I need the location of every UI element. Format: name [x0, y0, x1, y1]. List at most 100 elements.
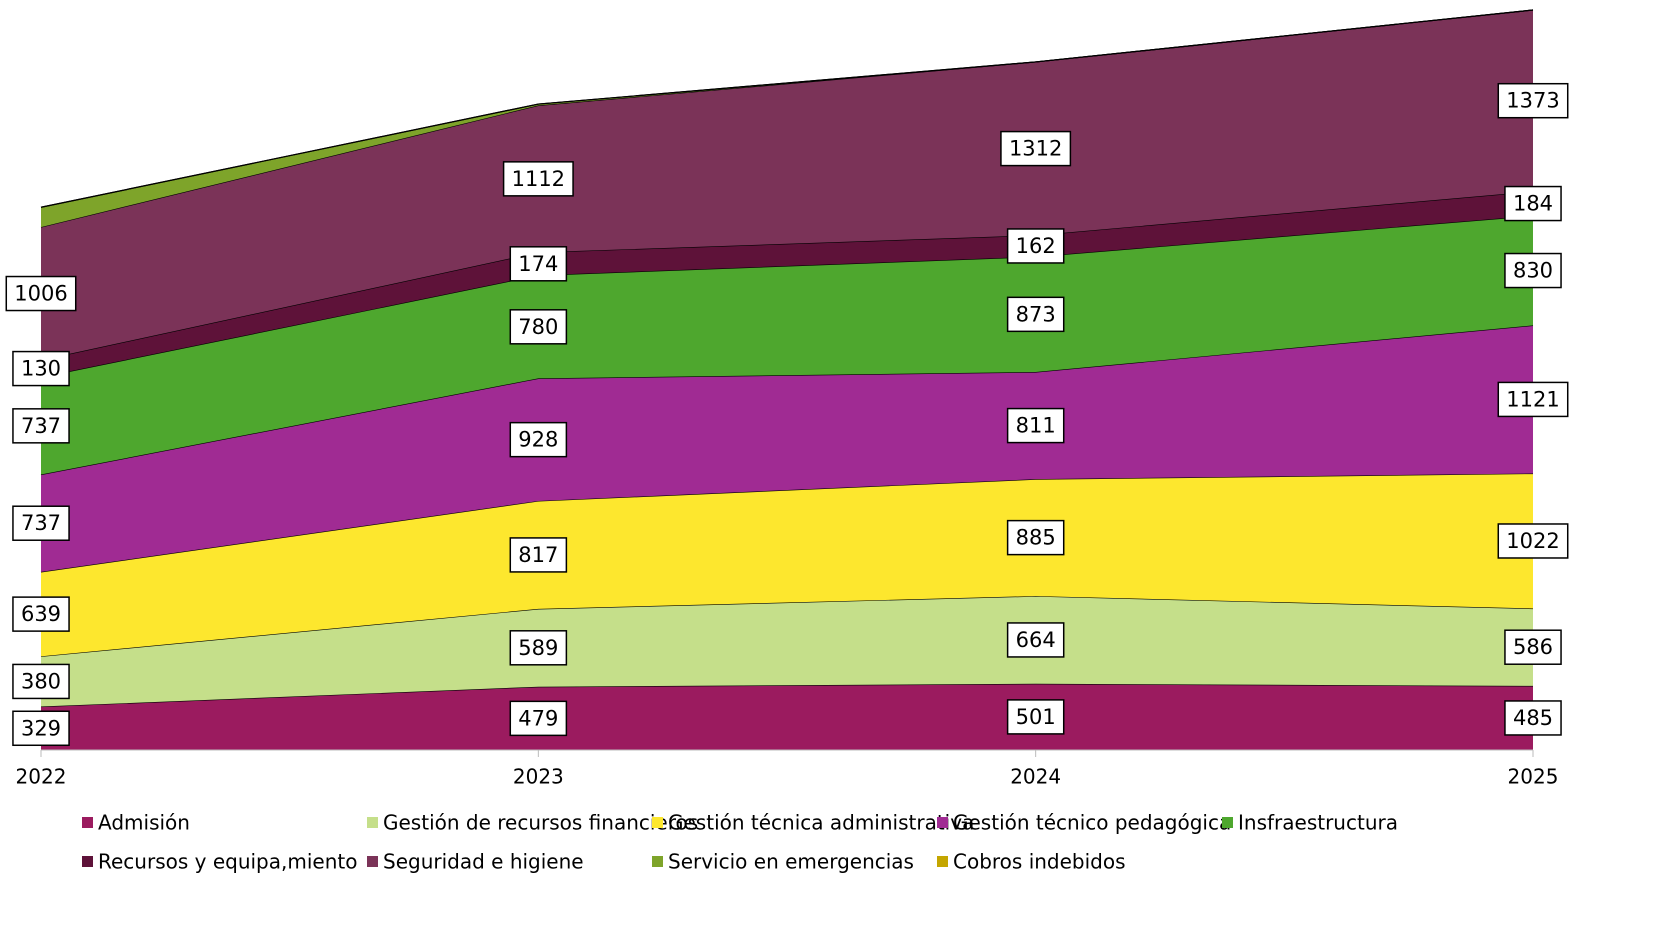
data-label: 1312 [1000, 130, 1072, 167]
data-label-text: 811 [1016, 414, 1056, 438]
data-label-text: 737 [21, 414, 61, 438]
data-label-box [1497, 381, 1569, 418]
data-label-text: 639 [21, 602, 61, 626]
data-label-box [1497, 523, 1569, 559]
x-tick-label: 2025 [1508, 765, 1559, 789]
legend-swatch [1222, 817, 1233, 828]
data-label-box [502, 161, 574, 197]
x-tick-label: 2023 [513, 765, 564, 789]
data-label: 664 [1006, 622, 1065, 658]
data-label-text: 380 [21, 669, 61, 693]
data-label-text: 1312 [1009, 137, 1062, 161]
area-edge [40, 324, 1534, 476]
legend-label: Servicio en emergencias [668, 850, 914, 874]
data-label-box [509, 630, 568, 666]
data-label: 1006 [5, 275, 77, 312]
data-label: 780 [509, 309, 568, 345]
data-label-text: 664 [1016, 628, 1056, 652]
data-label: 184 [1504, 185, 1562, 222]
legend-label: Insfraestructura [1238, 811, 1398, 835]
data-label-box [1006, 296, 1065, 333]
data-label: 479 [509, 700, 568, 737]
data-label: 589 [509, 630, 568, 666]
data-label-box [509, 421, 568, 458]
area [41, 191, 1533, 378]
data-label-text: 885 [1016, 526, 1056, 550]
data-label-box [1006, 228, 1065, 264]
legend-label: Gestión técnica administrativa [668, 811, 974, 835]
data-label-text: 1373 [1506, 89, 1559, 113]
data-label-text: 1022 [1506, 529, 1559, 553]
area-edge [40, 190, 1534, 361]
data-label-text: 928 [518, 428, 558, 452]
data-label-box [1497, 82, 1569, 119]
data-label-box [509, 246, 568, 282]
data-label: 501 [1006, 699, 1065, 735]
legend-label: Gestión de recursos financieros [383, 811, 698, 835]
data-label-text: 780 [518, 315, 558, 339]
data-label-text: 162 [1016, 234, 1056, 258]
data-label: 1022 [1497, 523, 1569, 559]
data-label-text: 830 [1513, 259, 1553, 283]
data-label: 885 [1006, 519, 1065, 556]
x-tick-label: 2022 [16, 765, 67, 789]
data-label-box [1006, 519, 1065, 556]
data-label: 639 [12, 596, 70, 632]
data-label-box [1504, 252, 1562, 289]
area [41, 215, 1533, 475]
data-label: 928 [509, 421, 568, 458]
data-label-text: 130 [21, 357, 61, 381]
data-label-box [12, 596, 70, 632]
area-edge [40, 9, 1534, 208]
data-label-text: 329 [21, 716, 61, 740]
data-label: 329 [12, 710, 70, 747]
legend-swatch [652, 817, 663, 828]
area [41, 10, 1533, 360]
data-label-text: 817 [518, 543, 558, 567]
data-label: 1373 [1497, 82, 1569, 119]
data-label-box [12, 505, 70, 541]
data-label-box [5, 275, 77, 312]
legend-swatch [82, 817, 93, 828]
data-label-text: 479 [518, 706, 558, 730]
data-label-box [1504, 629, 1562, 665]
legend-swatch [367, 817, 378, 828]
data-label-box [12, 710, 70, 747]
data-label-box [509, 537, 568, 573]
data-label-text: 184 [1513, 192, 1553, 216]
area [41, 325, 1533, 572]
data-label-text: 737 [21, 511, 61, 535]
data-label: 1112 [502, 161, 574, 197]
data-label: 811 [1006, 407, 1065, 444]
legend-label: Admisión [98, 811, 190, 835]
data-label: 873 [1006, 296, 1065, 333]
legend-label: Seguridad e higiene [383, 850, 584, 874]
data-label-box [12, 408, 70, 444]
area [41, 683, 1533, 750]
data-label: 162 [1006, 228, 1065, 264]
data-label: 485 [1504, 700, 1562, 736]
data-label-text: 485 [1513, 706, 1553, 730]
area [41, 596, 1533, 707]
data-label-box [12, 663, 70, 700]
data-label-box [1000, 130, 1072, 167]
data-label: 737 [12, 408, 70, 444]
data-label: 380 [12, 663, 70, 700]
data-label-box [1006, 699, 1065, 735]
data-label-box [1006, 407, 1065, 444]
data-label-box [1504, 700, 1562, 736]
data-label: 1121 [1497, 381, 1569, 418]
data-label: 174 [509, 246, 568, 282]
data-label: 817 [509, 537, 568, 573]
data-label-text: 586 [1513, 635, 1553, 659]
data-label-text: 174 [518, 252, 558, 276]
data-label: 737 [12, 505, 70, 541]
data-label-box [509, 309, 568, 345]
data-label-text: 1121 [1506, 387, 1559, 411]
data-label-text: 1006 [14, 282, 67, 306]
legend-label: Cobros indebidos [953, 850, 1126, 874]
data-label: 830 [1504, 252, 1562, 289]
data-label-box [509, 700, 568, 737]
data-label: 130 [12, 350, 70, 387]
